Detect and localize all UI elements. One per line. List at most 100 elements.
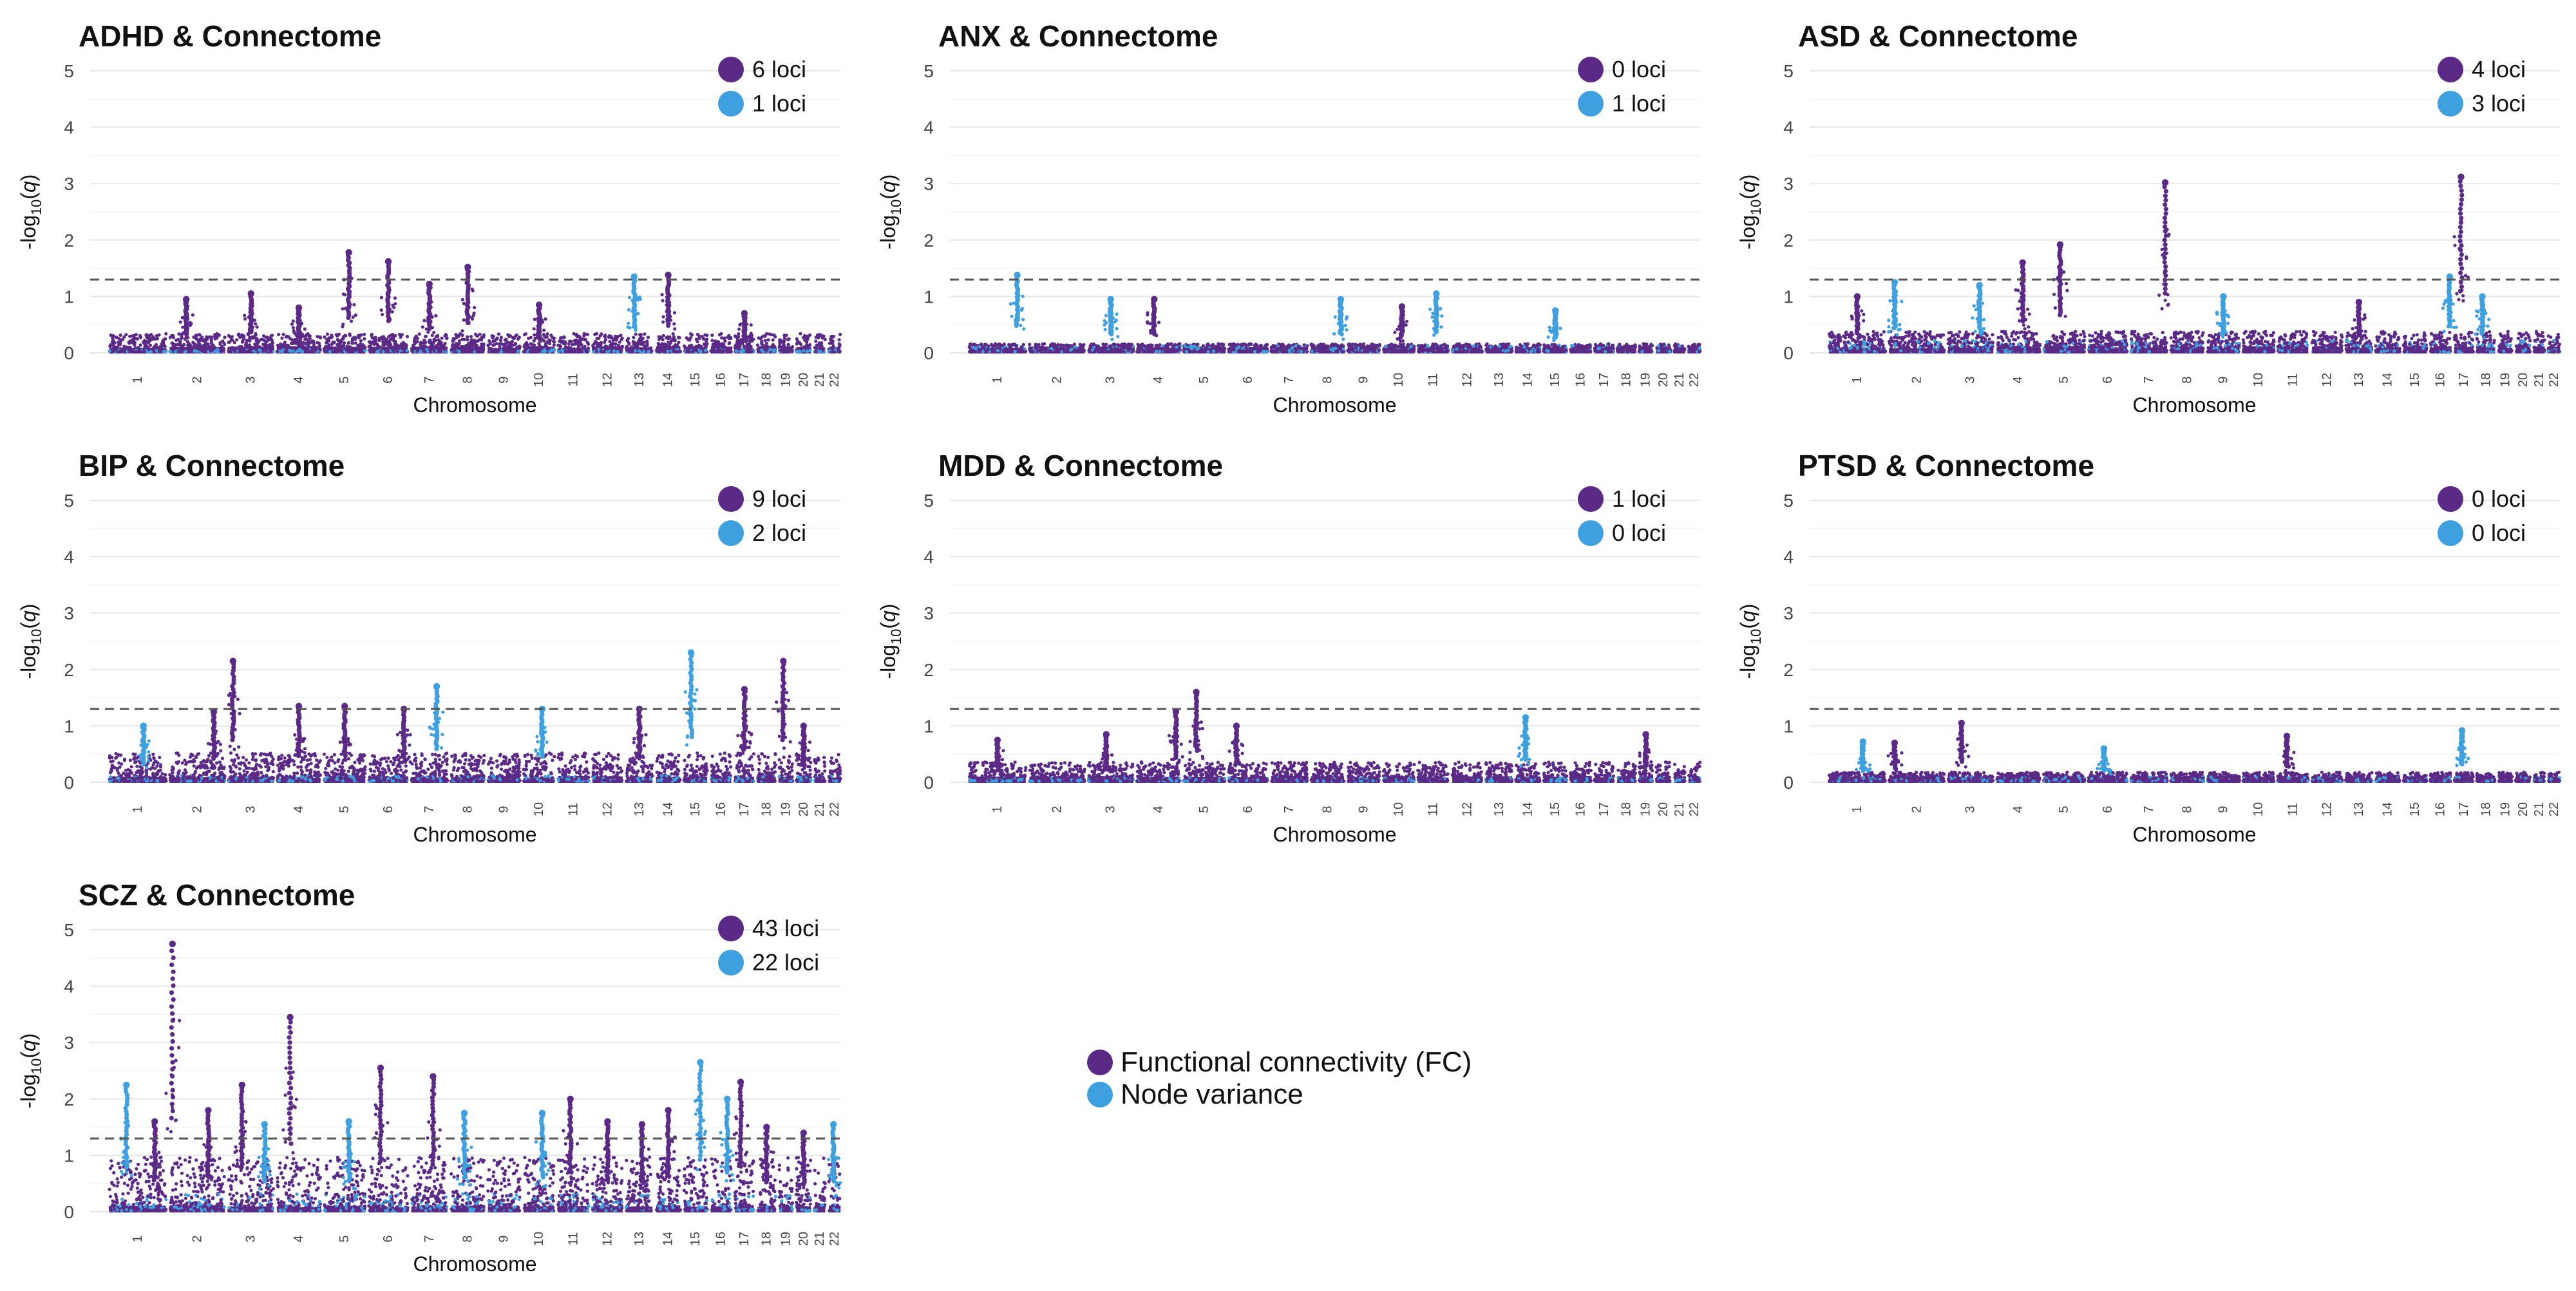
snp-point <box>480 335 484 339</box>
snp-point <box>522 345 526 348</box>
snp-point <box>143 350 146 353</box>
snp-point <box>149 344 152 347</box>
snp-point <box>1272 350 1275 353</box>
snp-point <box>1227 350 1231 353</box>
snp-point <box>1262 350 1265 353</box>
snp-point <box>1072 350 1075 353</box>
snp-point <box>184 350 187 353</box>
snp-point <box>1082 350 1085 353</box>
snp-point <box>1255 343 1258 346</box>
snp-point <box>415 334 418 337</box>
snp-point <box>305 350 308 353</box>
snp-point <box>1288 349 1291 352</box>
snp-point <box>558 339 562 343</box>
snp-point <box>1050 347 1053 350</box>
peak-point <box>533 334 536 337</box>
y-tick-label: 2 <box>923 231 934 250</box>
snp-point <box>583 338 586 341</box>
snp-point <box>1097 344 1100 348</box>
snp-point <box>270 344 274 347</box>
snp-point <box>164 337 167 341</box>
snp-point <box>283 343 286 346</box>
snp-point <box>686 350 689 353</box>
snp-point <box>643 332 646 335</box>
snp-point <box>1171 350 1174 353</box>
snp-point <box>585 350 588 353</box>
snp-point <box>544 350 547 353</box>
peak-point <box>542 328 545 332</box>
snp-point <box>341 337 345 340</box>
snp-point <box>178 340 182 343</box>
snp-point <box>1140 348 1143 351</box>
snp-point <box>1153 346 1157 350</box>
snp-point <box>719 332 723 335</box>
peak-2 <box>243 290 259 337</box>
x-tick-label: 19 <box>779 373 793 387</box>
y-axis-label: -log10(q) <box>17 174 44 250</box>
snp-point <box>574 334 578 337</box>
snp-point <box>470 346 473 349</box>
peak-8 <box>533 301 547 341</box>
snp-point <box>1029 350 1032 353</box>
snp-point <box>1162 346 1166 350</box>
snp-point <box>467 342 470 345</box>
peak-point <box>542 333 545 336</box>
snp-point <box>453 348 457 352</box>
snp-point <box>1248 342 1251 345</box>
snp-point <box>1202 344 1205 347</box>
peak-point <box>431 326 434 329</box>
snp-point <box>1170 342 1173 345</box>
snp-point <box>1206 343 1209 346</box>
snp-point <box>691 350 694 353</box>
snp-point <box>778 339 781 343</box>
snp-point <box>549 334 553 337</box>
snp-point <box>550 348 553 352</box>
snp-point <box>1284 350 1287 353</box>
snp-point <box>1336 350 1339 353</box>
snp-point <box>595 332 598 335</box>
snp-point <box>1242 349 1245 352</box>
snp-point <box>406 335 409 338</box>
snp-point <box>1316 349 1320 352</box>
snp-point <box>496 337 499 340</box>
snp-point <box>799 332 802 335</box>
peak-point <box>627 322 630 325</box>
snp-point <box>504 342 507 345</box>
snp-point <box>377 344 380 348</box>
snp-point <box>210 338 213 341</box>
snp-point <box>676 344 679 348</box>
snp-point <box>413 341 417 344</box>
snp-point <box>370 333 374 336</box>
snp-point <box>779 345 782 348</box>
peak-point <box>462 302 466 305</box>
snp-point <box>436 335 439 338</box>
peak-point <box>540 318 544 321</box>
snp-point <box>328 350 332 353</box>
snp-point <box>1043 350 1046 353</box>
peak-point <box>741 341 744 344</box>
snp-point <box>258 339 261 343</box>
snp-point <box>763 334 766 337</box>
peak-top-point <box>248 290 254 297</box>
peak-point <box>254 322 257 325</box>
peak-top-point <box>345 249 352 256</box>
snp-point <box>612 342 616 345</box>
snp-point <box>608 340 611 343</box>
snp-point <box>719 350 722 353</box>
snp-point <box>1010 343 1014 346</box>
snp-point <box>1053 343 1056 346</box>
snp-point <box>156 337 159 340</box>
snp-point <box>500 350 503 353</box>
x-tick-label: 4 <box>292 376 306 383</box>
snp-point <box>424 341 427 344</box>
snp-point <box>395 350 399 353</box>
snp-point <box>442 344 445 348</box>
y-tick-label: 0 <box>923 343 934 363</box>
snp-point <box>437 338 440 341</box>
peak-point <box>181 316 184 319</box>
snp-point <box>460 337 464 341</box>
peak-point <box>386 310 389 314</box>
peak-point <box>737 332 740 335</box>
snp-point <box>433 350 436 353</box>
